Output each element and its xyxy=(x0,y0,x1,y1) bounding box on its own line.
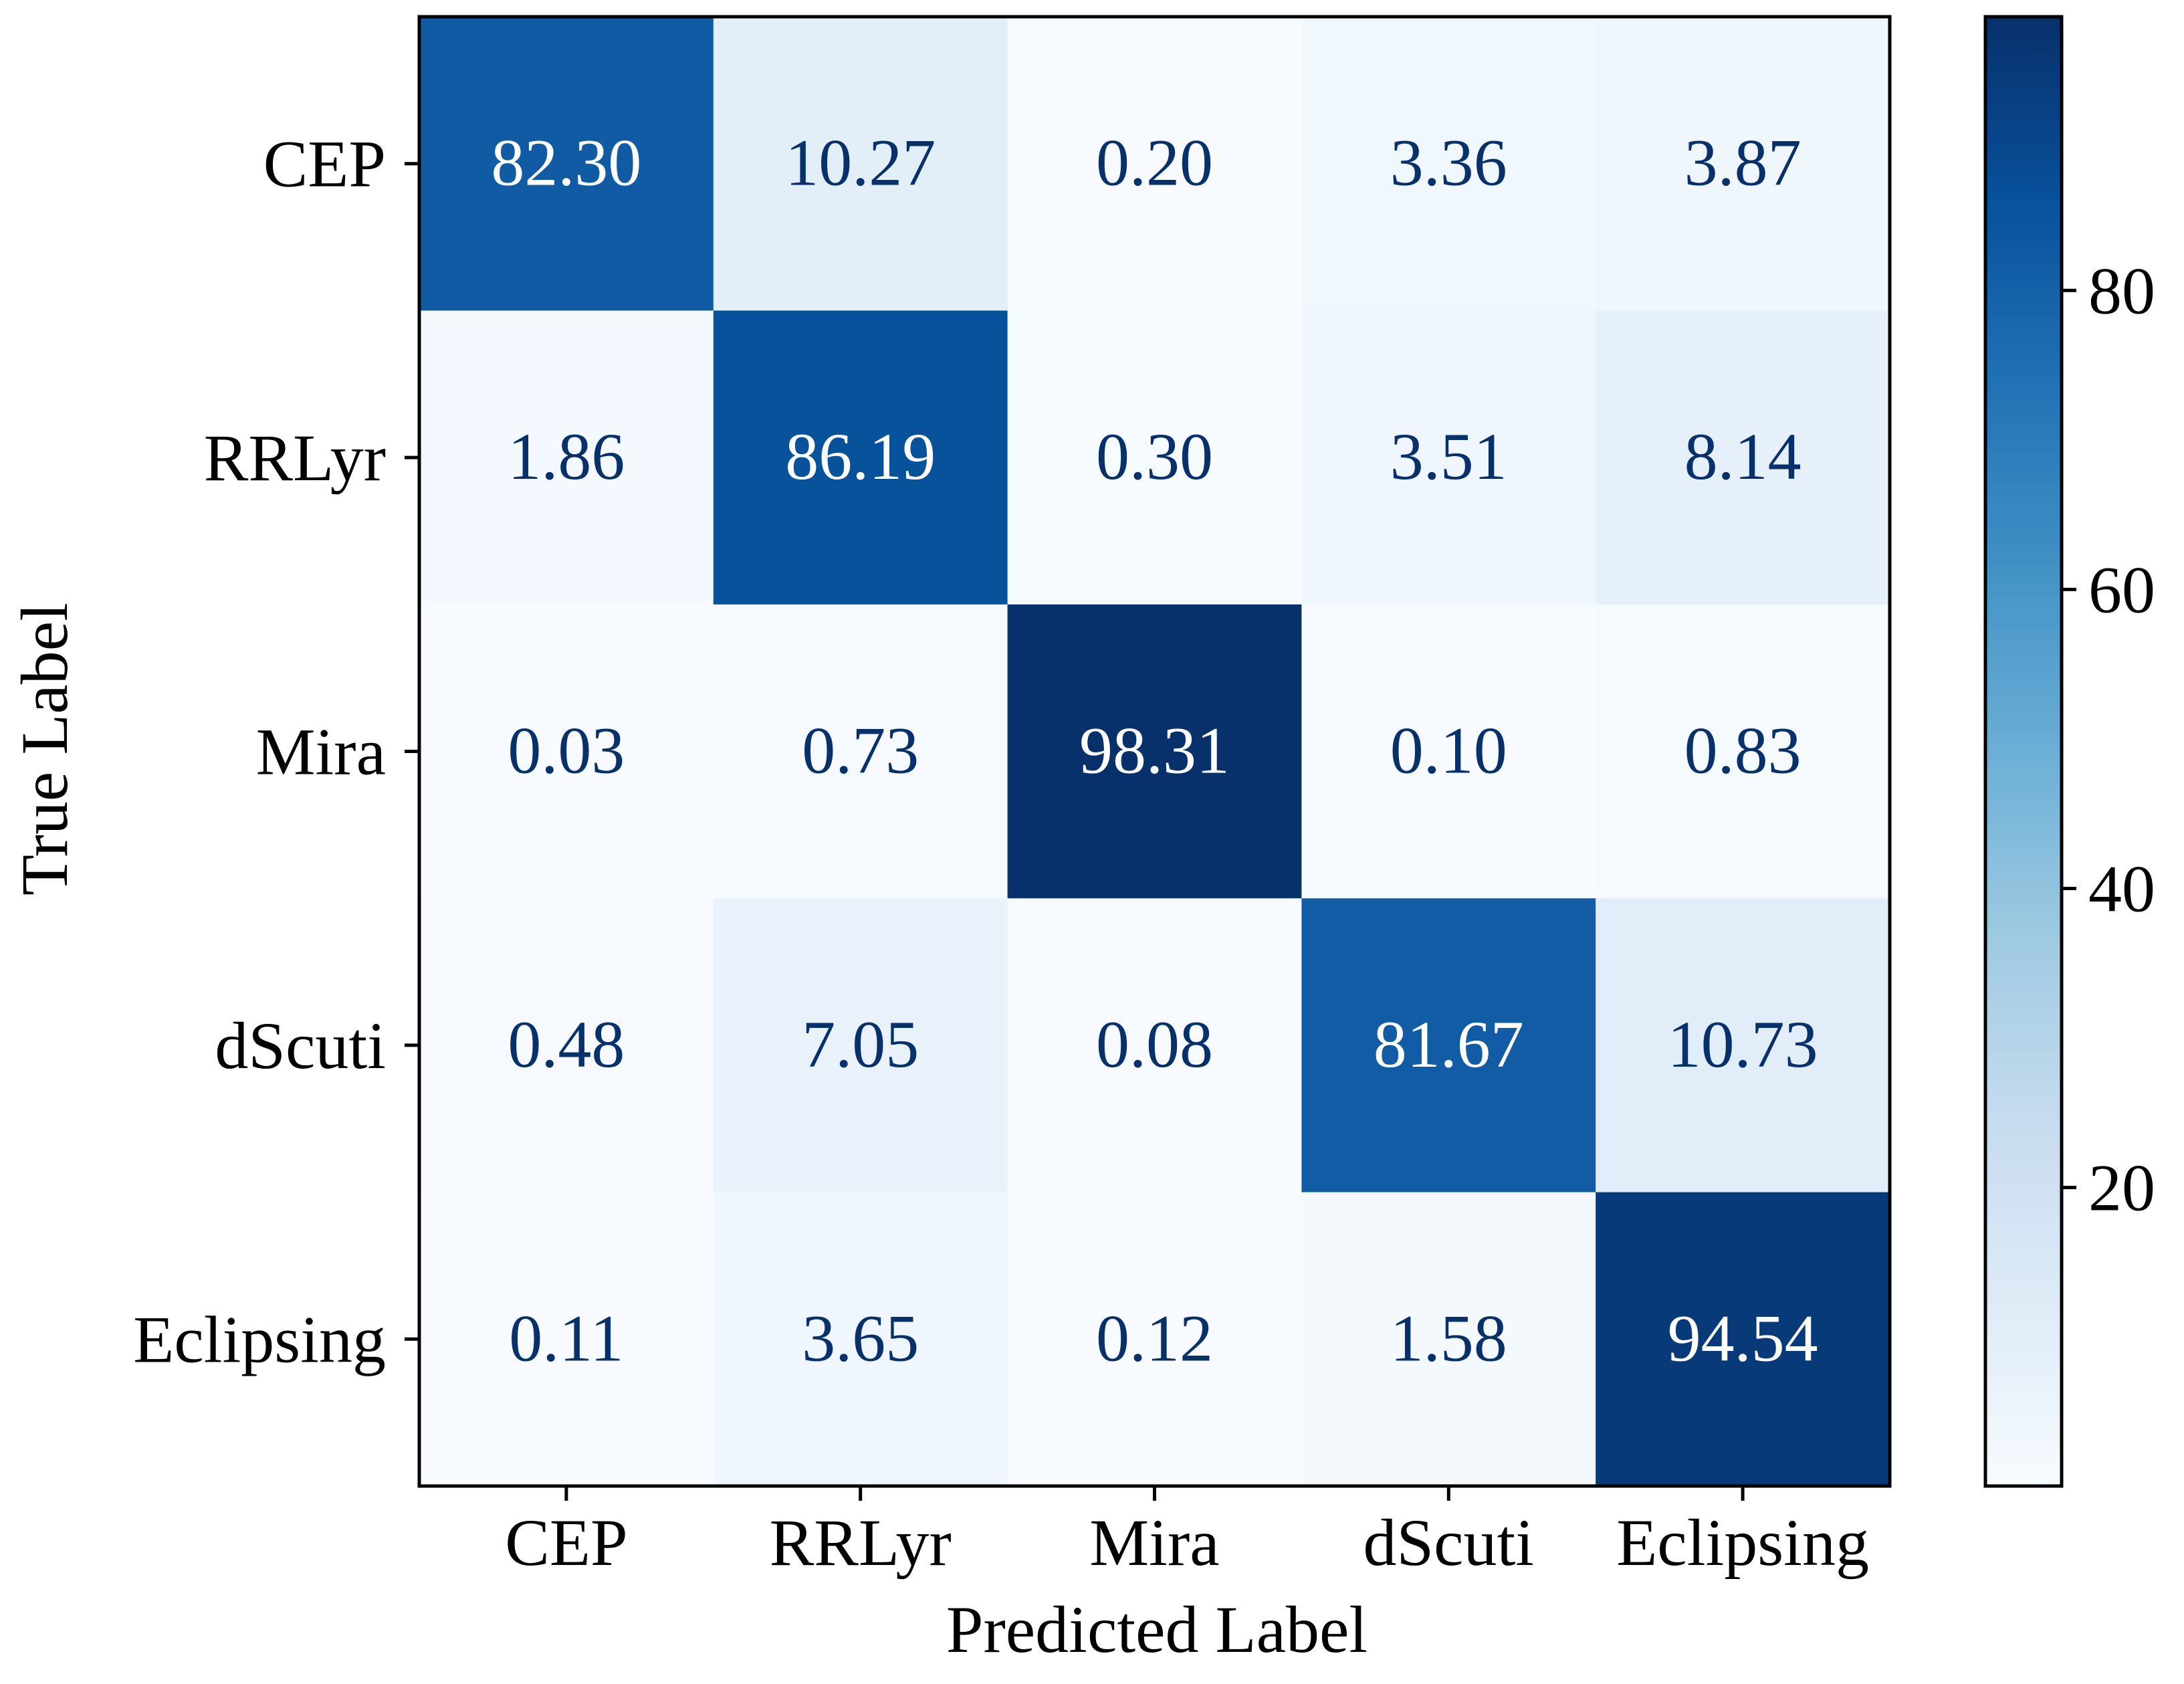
colorbar-tick-label-1: 40 xyxy=(2088,851,2155,926)
cell-value-label-3-4: 10.73 xyxy=(1668,1007,1818,1081)
cell-value-label-0-0: 82.30 xyxy=(491,126,641,200)
cell-value-label-1-2: 0.30 xyxy=(1096,419,1213,494)
y-tick-label-1: RRLyr xyxy=(204,421,386,495)
x-tick-label-4: Eclipsing xyxy=(1616,1505,1869,1580)
cell-value-label-3-0: 0.48 xyxy=(508,1007,625,1081)
x-tick-label-1: RRLyr xyxy=(770,1505,952,1580)
cell-value-label-2-0: 0.03 xyxy=(508,714,625,788)
cell-value-label-1-3: 3.51 xyxy=(1390,419,1507,494)
cell-value-label-0-4: 3.87 xyxy=(1684,126,1801,200)
cell-value-label-0-1: 10.27 xyxy=(785,126,936,200)
cell-value-label-4-3: 1.58 xyxy=(1390,1301,1507,1375)
cell-value-label-2-2: 98.31 xyxy=(1079,714,1230,788)
colorbar-tick-label-3: 80 xyxy=(2088,253,2155,328)
colorbar-tick-label-0: 20 xyxy=(2088,1151,2155,1225)
cell-value-label-1-1: 86.19 xyxy=(785,419,936,494)
cell-value-label-2-3: 0.10 xyxy=(1390,714,1507,788)
cell-value-label-4-2: 0.12 xyxy=(1096,1301,1213,1375)
x-tick-label-0: CEP xyxy=(505,1505,627,1580)
cell-value-label-3-1: 7.05 xyxy=(802,1007,919,1081)
y-tick-label-3: dScuti xyxy=(215,1009,386,1083)
cell-value-label-4-4: 94.54 xyxy=(1668,1301,1818,1375)
x-tick-label-2: Mira xyxy=(1089,1505,1219,1580)
colorbar-gradient xyxy=(1985,17,2062,1486)
y-axis-title: True Label xyxy=(7,603,82,896)
cell-value-label-3-3: 81.67 xyxy=(1374,1007,1524,1081)
cell-value-label-0-3: 3.36 xyxy=(1390,126,1507,200)
colorbar-tick-label-2: 60 xyxy=(2088,552,2155,627)
cell-value-label-2-1: 0.73 xyxy=(802,714,919,788)
confusion-matrix-chart: 82.30 10.27 0.20 3.36 3.87 1.86 86.19 0.30 3.51 8… xyxy=(0,0,2184,1681)
cell-value-label-3-2: 0.08 xyxy=(1096,1007,1213,1081)
cell-value-label-0-2: 0.20 xyxy=(1096,126,1213,200)
y-tick-label-4: Eclipsing xyxy=(133,1302,386,1376)
cell-value-label-2-4: 0.83 xyxy=(1684,714,1801,788)
cell-value-label-4-0: 0.11 xyxy=(509,1301,623,1375)
y-tick-label-2: Mira xyxy=(256,715,386,789)
cell-value-label-1-4: 8.14 xyxy=(1684,419,1801,494)
y-tick-label-0: CEP xyxy=(263,127,386,201)
cell-value-label-1-0: 1.86 xyxy=(508,419,625,494)
cell-value-label-4-1: 3.65 xyxy=(802,1301,919,1375)
x-axis-title: Predicted Label xyxy=(946,1592,1368,1667)
confusion-matrix-svg: 82.30 10.27 0.20 3.36 3.87 1.86 86.19 0.30 3.51 8… xyxy=(0,0,2184,1681)
x-tick-label-3: dScuti xyxy=(1363,1505,1535,1580)
